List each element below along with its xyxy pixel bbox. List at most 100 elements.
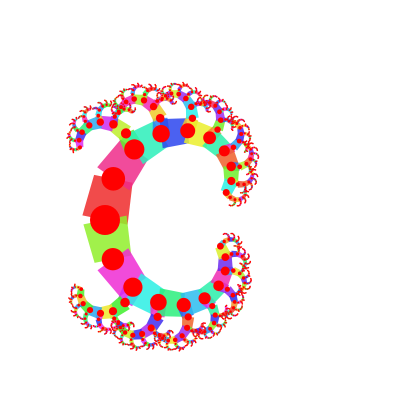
node bbox=[240, 300, 242, 303]
node bbox=[128, 328, 130, 330]
node bbox=[210, 336, 213, 339]
node bbox=[69, 148, 72, 151]
node bbox=[230, 313, 233, 316]
node bbox=[204, 322, 206, 325]
node bbox=[114, 320, 117, 323]
node bbox=[211, 320, 217, 326]
node bbox=[167, 95, 170, 98]
node bbox=[172, 97, 175, 99]
node bbox=[187, 92, 190, 96]
node bbox=[226, 106, 229, 108]
node bbox=[188, 114, 197, 123]
node bbox=[236, 314, 238, 316]
node bbox=[100, 103, 103, 105]
node bbox=[208, 326, 213, 331]
node bbox=[237, 243, 240, 245]
node bbox=[119, 90, 121, 92]
node bbox=[243, 258, 246, 261]
node bbox=[227, 176, 236, 186]
node bbox=[239, 262, 241, 265]
node bbox=[190, 87, 192, 90]
node bbox=[190, 345, 193, 347]
node bbox=[244, 191, 247, 193]
node bbox=[207, 107, 210, 109]
node bbox=[163, 340, 165, 343]
node bbox=[227, 117, 229, 119]
node bbox=[239, 204, 241, 206]
node bbox=[244, 123, 247, 125]
node bbox=[86, 307, 94, 314]
node bbox=[203, 131, 217, 145]
node bbox=[123, 88, 125, 90]
node bbox=[127, 108, 131, 112]
node bbox=[249, 286, 251, 289]
node bbox=[239, 119, 241, 121]
node bbox=[236, 138, 242, 144]
node bbox=[231, 232, 234, 235]
node bbox=[221, 108, 225, 111]
node bbox=[141, 84, 143, 87]
node bbox=[219, 324, 222, 327]
node bbox=[154, 339, 156, 341]
node bbox=[197, 333, 200, 336]
node bbox=[76, 316, 79, 319]
node bbox=[96, 325, 99, 328]
node bbox=[134, 86, 137, 89]
node bbox=[219, 330, 221, 332]
node bbox=[219, 329, 222, 331]
node bbox=[117, 96, 119, 98]
node bbox=[174, 348, 176, 350]
node bbox=[151, 343, 154, 346]
node bbox=[246, 267, 248, 269]
node bbox=[83, 317, 87, 320]
node bbox=[178, 350, 181, 352]
node bbox=[76, 129, 79, 132]
node bbox=[171, 84, 173, 86]
node bbox=[216, 324, 219, 327]
node bbox=[238, 250, 240, 252]
node bbox=[148, 83, 150, 86]
node bbox=[248, 282, 251, 284]
node bbox=[164, 337, 167, 339]
node bbox=[80, 317, 82, 320]
node bbox=[200, 98, 203, 100]
node bbox=[202, 97, 205, 99]
node bbox=[228, 313, 230, 316]
node bbox=[202, 99, 205, 101]
node bbox=[245, 268, 247, 270]
node bbox=[110, 323, 113, 325]
node bbox=[113, 332, 116, 335]
node bbox=[191, 89, 193, 91]
node bbox=[130, 342, 133, 345]
node bbox=[230, 144, 237, 151]
node bbox=[70, 129, 72, 132]
node bbox=[69, 139, 71, 142]
node bbox=[231, 268, 236, 273]
node bbox=[118, 341, 121, 344]
node bbox=[133, 324, 135, 326]
node bbox=[120, 297, 130, 308]
node bbox=[252, 158, 255, 161]
node bbox=[72, 295, 75, 298]
node bbox=[213, 103, 218, 108]
node bbox=[221, 314, 223, 317]
node bbox=[79, 110, 81, 113]
node bbox=[196, 332, 199, 335]
node bbox=[245, 149, 247, 152]
node bbox=[134, 108, 137, 111]
node bbox=[234, 126, 237, 128]
node bbox=[238, 198, 241, 201]
node bbox=[229, 108, 232, 110]
node bbox=[251, 173, 254, 176]
node bbox=[143, 86, 146, 89]
node bbox=[209, 106, 211, 108]
node bbox=[242, 292, 245, 294]
node bbox=[227, 307, 229, 310]
node bbox=[185, 84, 188, 87]
node bbox=[248, 255, 250, 258]
node bbox=[132, 89, 135, 92]
node bbox=[194, 87, 197, 89]
node bbox=[232, 122, 235, 125]
node bbox=[161, 88, 164, 90]
node bbox=[253, 146, 256, 149]
